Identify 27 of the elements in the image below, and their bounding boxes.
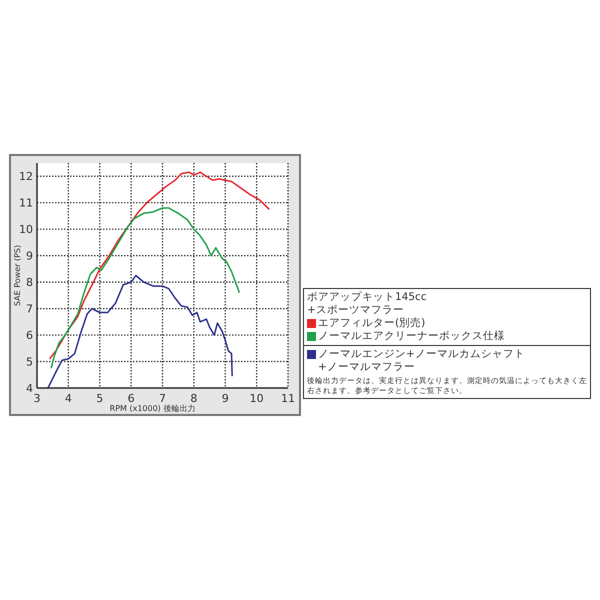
x-tick-label: 8 — [190, 392, 198, 405]
y-tick-label: 9 — [26, 250, 33, 263]
x-tick-label: 3 — [34, 392, 40, 405]
legend-title: ボアアップキット145cc +スポーツマフラー — [307, 291, 428, 317]
x-tick-label: 10 — [250, 392, 264, 405]
x-axis-title: RPM (x1000) 後輪出力 — [110, 404, 196, 413]
line-series — [48, 172, 270, 360]
y-tick-label: 12 — [19, 170, 33, 184]
y-tick-label: 8 — [26, 276, 33, 290]
line-series — [47, 274, 233, 389]
y-tick-label: 11 — [19, 196, 33, 210]
y-tick-label: 7 — [26, 302, 33, 316]
legend-label: ノーマルエアクリーナーボックス仕様 — [317, 330, 506, 343]
legend-label: エアフィルター(別売) — [317, 317, 426, 330]
x-tick-label: 11 — [281, 392, 295, 405]
x-tick-label: 4 — [64, 392, 72, 405]
y-tick-label: 6 — [26, 329, 33, 342]
y-tick-label: 5 — [26, 356, 33, 369]
y-axis-title: SAE Power (PS) — [13, 244, 22, 306]
x-tick-label: 6 — [128, 392, 135, 405]
x-tick-label: 9 — [222, 392, 229, 405]
y-tick-label: 4 — [26, 382, 33, 395]
legend-label: ノーマルエンジン+ノーマルカムシャフト +ノーマルマフラー — [317, 348, 526, 374]
x-tick-label: 5 — [96, 392, 104, 405]
x-tick-label: 7 — [159, 392, 166, 405]
line-series — [50, 207, 240, 369]
y-tick-label: 10 — [19, 223, 33, 236]
